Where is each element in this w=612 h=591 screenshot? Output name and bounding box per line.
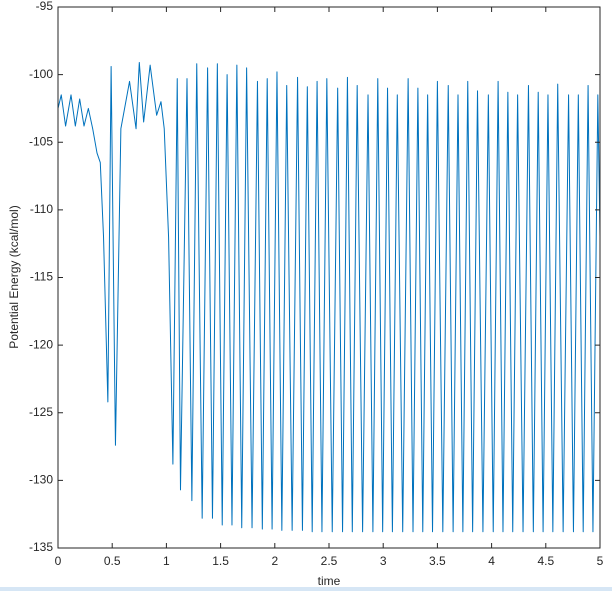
y-axis-label: Potential Energy (kcal/mol) (7, 205, 21, 348)
x-tick-label: 1.5 (212, 554, 229, 568)
x-tick-label: 2 (271, 554, 278, 568)
y-tick-label: -115 (30, 270, 53, 284)
window-edge (0, 587, 612, 591)
x-tick-label: 4 (488, 554, 495, 568)
y-tick-label: -95 (36, 0, 54, 13)
x-tick-label: 2.5 (321, 554, 338, 568)
x-tick-label: 3.5 (429, 554, 446, 568)
y-tick-label: -130 (29, 473, 53, 487)
x-tick-label: 3 (380, 554, 387, 568)
x-tick-label: 0.5 (104, 554, 121, 568)
y-tick-label: -110 (30, 202, 53, 216)
y-tick-label: -120 (29, 337, 53, 351)
data-line (57, 61, 601, 533)
y-tick-label: -105 (29, 134, 53, 148)
x-tick-label: 5 (597, 554, 604, 568)
x-tick-label: 4.5 (537, 554, 554, 568)
x-tick-label: 0 (55, 554, 62, 568)
y-tick-label: -135 (29, 540, 53, 554)
x-tick-label: 1 (163, 554, 170, 568)
y-tick-label: -100 (29, 67, 53, 81)
y-tick-label: -125 (29, 405, 53, 419)
x-axis-label: time (318, 574, 341, 588)
